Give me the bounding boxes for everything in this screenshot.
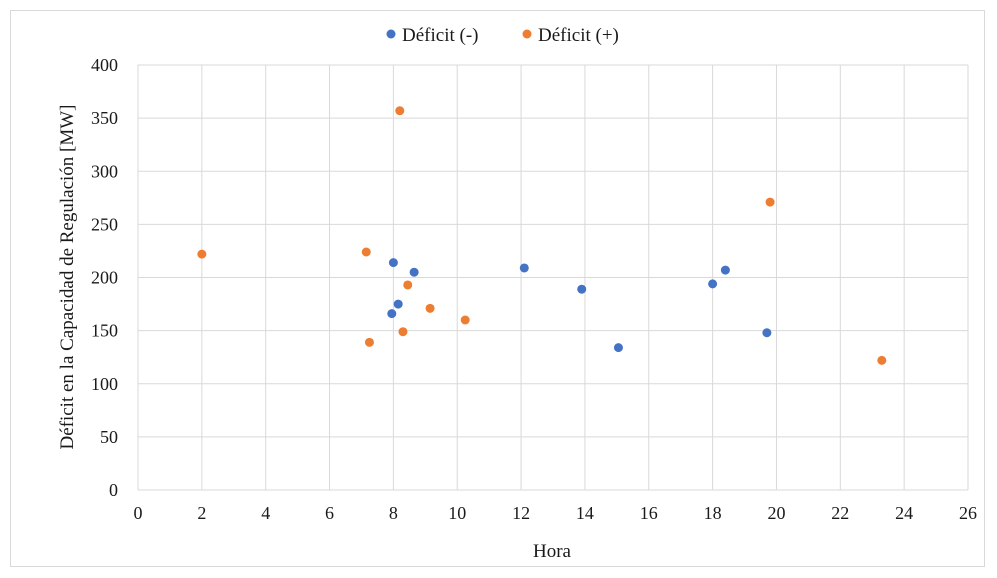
deficit-neg-point — [393, 299, 403, 309]
data-points — [197, 106, 887, 365]
deficit-neg-point — [708, 279, 718, 289]
x-tick-label: 20 — [767, 503, 785, 523]
deficit-neg-point — [387, 309, 397, 319]
y-tick-label: 400 — [91, 55, 118, 75]
x-tick-label: 12 — [512, 503, 530, 523]
x-tick-label: 26 — [959, 503, 977, 523]
grid-lines — [137, 64, 969, 491]
y-tick-labels: 0 50 100 150 200 250 300 350 400 — [91, 55, 118, 500]
x-tick-label: 8 — [389, 503, 398, 523]
x-tick-label: 22 — [831, 503, 849, 523]
x-tick-label: 14 — [576, 503, 594, 523]
deficit-pos-point — [765, 197, 775, 207]
legend-label: Déficit (+) — [538, 25, 619, 46]
deficit-pos-point — [364, 337, 374, 347]
deficit-pos-point — [403, 280, 413, 290]
x-tick-label: 16 — [640, 503, 658, 523]
deficit-neg-point — [388, 258, 398, 268]
x-tick-label: 18 — [704, 503, 722, 523]
legend: Déficit (-) Déficit (+) — [386, 25, 619, 46]
y-tick-label: 50 — [100, 427, 118, 447]
chart-frame — [10, 10, 985, 567]
deficit-neg-point — [577, 284, 587, 294]
legend-marker — [522, 29, 532, 39]
deficit-neg-point — [613, 343, 623, 353]
x-tick-label: 24 — [895, 503, 913, 523]
deficit-pos-point — [460, 315, 470, 325]
y-tick-label: 150 — [91, 321, 118, 341]
deficit-pos-point — [361, 247, 371, 257]
x-tick-label: 2 — [197, 503, 206, 523]
x-axis-title: Hora — [533, 541, 572, 562]
legend-marker — [386, 29, 396, 39]
deficit-pos-point — [877, 355, 887, 365]
deficit-pos-point — [395, 106, 405, 116]
x-tick-label: 6 — [325, 503, 334, 523]
y-tick-label: 250 — [91, 214, 118, 234]
deficit-neg-point — [762, 328, 772, 338]
deficit-neg-point — [409, 267, 419, 277]
y-tick-label: 350 — [91, 108, 118, 128]
x-tick-label: 4 — [261, 503, 270, 523]
deficit-pos-point — [398, 327, 408, 337]
y-axis-title: Déficit en la Capacidad de Regulación [M… — [57, 104, 78, 449]
y-tick-label: 300 — [91, 161, 118, 181]
x-tick-label: 0 — [134, 503, 143, 523]
deficit-pos-point — [197, 249, 207, 259]
deficit-neg-point — [519, 263, 529, 273]
x-tick-label: 10 — [448, 503, 466, 523]
deficit-neg-point — [720, 265, 730, 275]
legend-label: Déficit (-) — [402, 25, 478, 46]
y-tick-label: 200 — [91, 268, 118, 288]
deficit-pos-point — [425, 303, 435, 313]
x-tick-labels: 0 2 4 6 8 10 12 14 16 18 20 22 24 26 — [134, 503, 978, 523]
y-tick-label: 0 — [109, 480, 118, 500]
y-tick-label: 100 — [91, 374, 118, 394]
